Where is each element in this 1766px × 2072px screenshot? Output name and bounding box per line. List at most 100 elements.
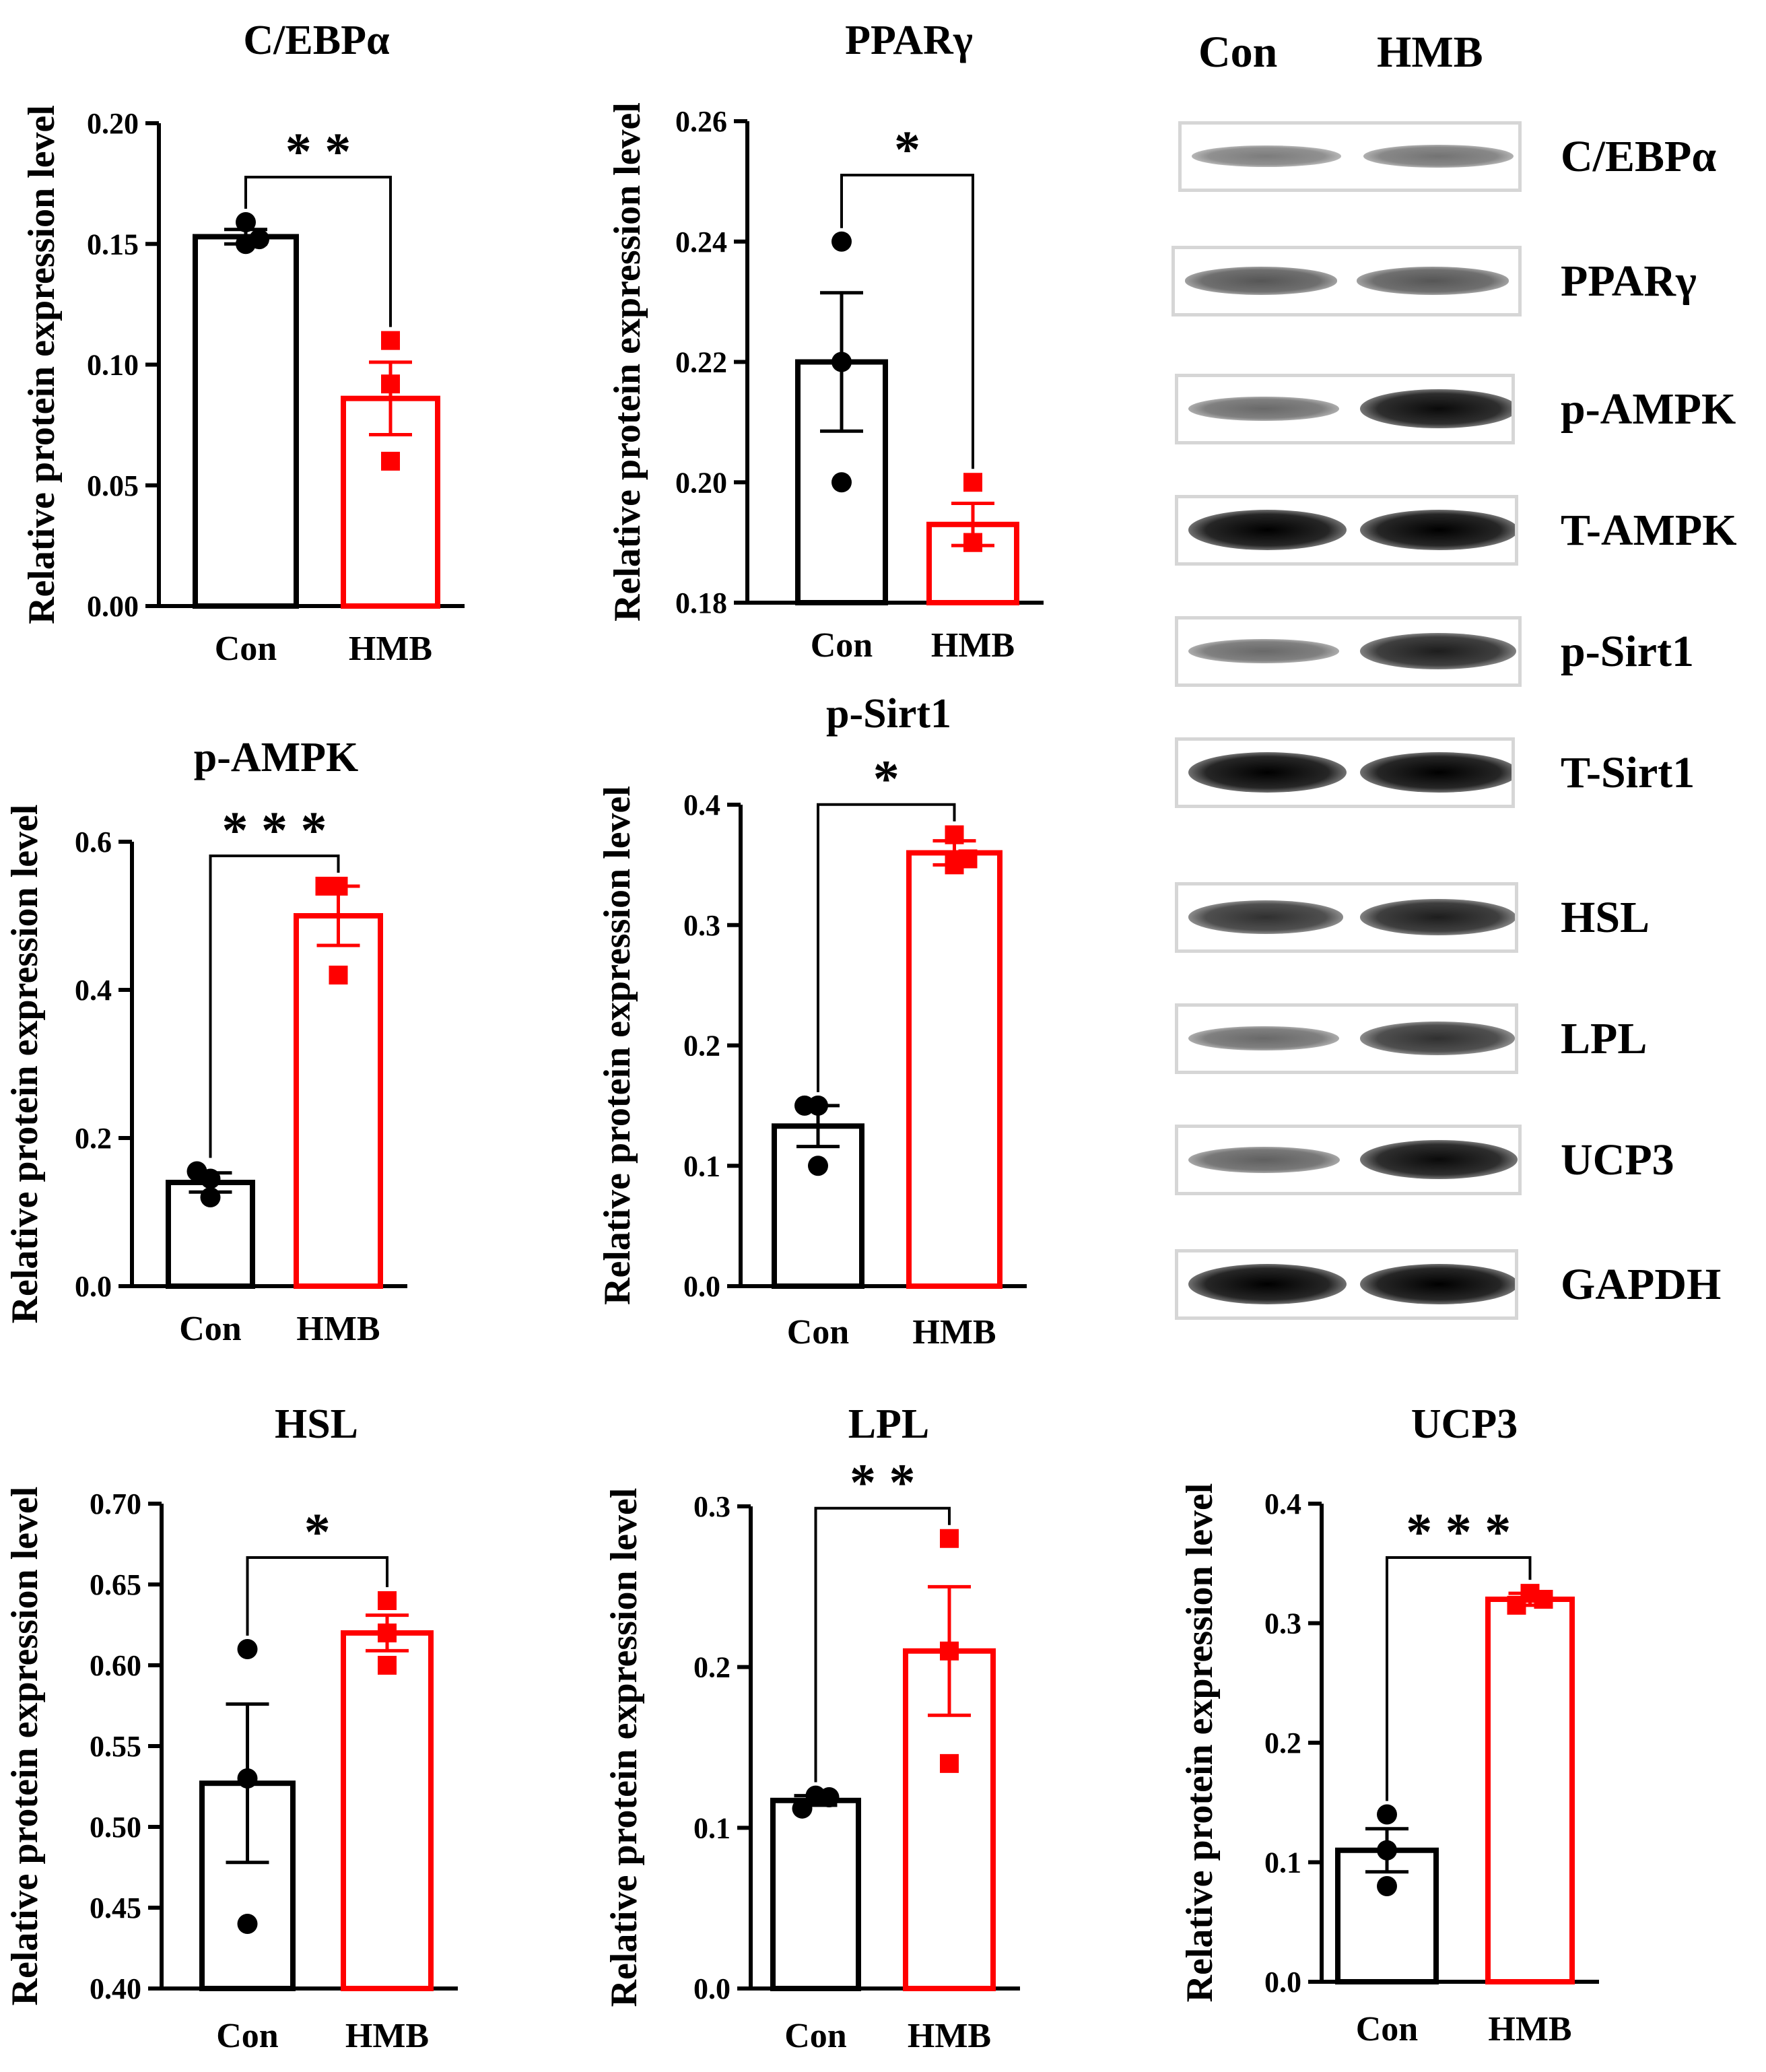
- blot-label: HSL: [1561, 893, 1650, 942]
- data-point: [237, 1768, 258, 1789]
- data-point: [1377, 1804, 1397, 1825]
- data-point: [808, 1095, 828, 1116]
- bar-hmb: [1485, 1597, 1575, 1984]
- blot-band: [1363, 144, 1514, 168]
- blot-row-6: [1175, 882, 1518, 953]
- chart-7: UCP3 Relative protein expression level 0.0…: [1179, 1401, 1599, 2048]
- significance-bracket: [817, 803, 956, 1092]
- blot-band: [1192, 145, 1341, 168]
- y-axis-label: Relative protein expression level: [4, 805, 46, 1324]
- y-tick-label: 0.2: [75, 1122, 112, 1155]
- significance-marker: * *: [850, 1453, 916, 1512]
- blot-label: PPARγ: [1561, 257, 1697, 306]
- y-tick-label: 0.00: [87, 590, 139, 623]
- blot-band: [1188, 510, 1347, 550]
- y-tick-label: 0.0: [683, 1270, 720, 1303]
- data-point: [249, 229, 269, 250]
- y-tick-label: 0.70: [90, 1488, 141, 1520]
- y-tick-label: 0.1: [693, 1811, 731, 1844]
- data-point: [329, 877, 348, 896]
- blot-row-7: [1175, 1003, 1518, 1074]
- chart-5: HSL Relative protein expression level 0.40…: [4, 1401, 458, 2055]
- y-tick-label: 0.1: [1264, 1846, 1301, 1879]
- x-tick-label: Con: [179, 1310, 242, 1348]
- y-tick-label: 0.4: [75, 974, 112, 1007]
- blot-row-1: [1171, 246, 1522, 316]
- blot-label: LPL: [1561, 1014, 1648, 1063]
- x-tick-label: Con: [1356, 2010, 1419, 2048]
- data-point: [819, 1786, 840, 1807]
- y-tick-label: 0.20: [675, 466, 727, 499]
- blot-band: [1360, 510, 1515, 550]
- x-tick-label: HMB: [345, 2017, 429, 2055]
- data-point: [381, 451, 400, 471]
- y-tick-label: 0.2: [683, 1030, 720, 1063]
- blot-band: [1188, 900, 1343, 934]
- data-point: [237, 1914, 258, 1934]
- data-point: [831, 231, 852, 252]
- blot-band: [1185, 267, 1337, 295]
- x-tick-label: Con: [216, 2017, 279, 2055]
- lane-header-hmb: HMB: [1377, 28, 1483, 77]
- blot-band: [1360, 389, 1512, 428]
- data-point: [940, 1753, 959, 1773]
- y-tick-label: 0.22: [675, 346, 727, 379]
- y-tick-label: 0.20: [87, 107, 139, 140]
- x-tick-label: HMB: [1488, 2010, 1571, 2048]
- data-point: [236, 211, 256, 232]
- chart-4: p-Sirt1 Relative protein expression level…: [597, 691, 1027, 1351]
- data-point: [963, 473, 982, 492]
- data-point: [958, 849, 978, 869]
- data-point: [200, 1187, 221, 1207]
- significance-bracket: [840, 174, 974, 469]
- significance-bracket: [814, 1506, 951, 1782]
- x-tick-label: HMB: [296, 1310, 380, 1348]
- data-point: [1377, 1840, 1397, 1861]
- data-point: [378, 1656, 397, 1675]
- data-point: [1534, 1590, 1553, 1609]
- blot-band: [1188, 752, 1347, 793]
- y-tick-label: 0.60: [90, 1649, 141, 1682]
- bar-hmb: [906, 850, 1003, 1289]
- blot-band: [1360, 1022, 1515, 1055]
- blot-band: [1188, 638, 1339, 664]
- blot-band: [1188, 1146, 1340, 1173]
- x-tick-label: HMB: [931, 626, 1015, 665]
- data-point: [381, 374, 400, 394]
- data-point: [945, 825, 964, 844]
- x-tick-label: HMB: [349, 630, 432, 668]
- x-tick-label: Con: [215, 630, 277, 668]
- blot-band: [1360, 752, 1512, 793]
- blot-label: T-AMPK: [1561, 506, 1737, 555]
- blot-row-8: [1175, 1125, 1522, 1195]
- y-tick-label: 0.4: [683, 789, 720, 822]
- significance-marker: *: [894, 120, 920, 178]
- chart-title: PPARγ: [845, 18, 973, 63]
- data-point: [940, 1529, 959, 1548]
- y-tick-label: 0.18: [675, 587, 727, 620]
- y-tick-label: 0.55: [90, 1730, 141, 1763]
- y-tick-label: 0.3: [683, 909, 720, 942]
- y-tick-label: 0.10: [87, 349, 139, 382]
- y-tick-label: 0.50: [90, 1811, 141, 1844]
- significance-marker: * *: [285, 122, 351, 180]
- y-axis-label: Relative protein expression level: [597, 786, 638, 1305]
- bar-con: [772, 1123, 864, 1289]
- blot-row-3: [1175, 495, 1518, 566]
- blot-label: p-AMPK: [1561, 385, 1736, 434]
- data-point: [200, 1168, 221, 1189]
- blot-band: [1188, 396, 1339, 422]
- chart-3: p-AMPK Relative protein expression level 0…: [4, 735, 407, 1348]
- chart-title: LPL: [848, 1401, 930, 1447]
- significance-bracket: [209, 855, 340, 1158]
- blot-label: GAPDH: [1561, 1260, 1722, 1309]
- y-tick-label: 0.3: [693, 1490, 731, 1523]
- data-point: [831, 472, 852, 493]
- significance-marker: * * *: [222, 801, 327, 859]
- x-tick-label: Con: [811, 626, 873, 665]
- chart-title: HSL: [275, 1401, 358, 1447]
- data-point: [792, 1798, 813, 1819]
- y-tick-label: 0.24: [675, 226, 727, 259]
- data-point: [378, 1624, 397, 1642]
